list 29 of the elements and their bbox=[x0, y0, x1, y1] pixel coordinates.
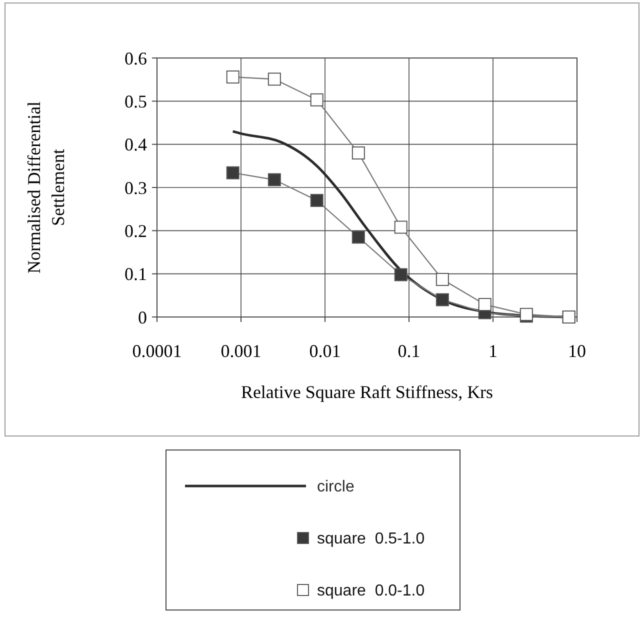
y-tick-label: 0.4 bbox=[124, 134, 147, 155]
point bbox=[268, 173, 281, 186]
legend-label: square 0.5-1.0 bbox=[317, 530, 425, 548]
point bbox=[226, 166, 240, 180]
text: circle bbox=[317, 478, 354, 496]
y-tick-label: 0 bbox=[138, 307, 147, 328]
point bbox=[352, 230, 365, 244]
point bbox=[436, 272, 449, 286]
x-tick-label: 0.001 bbox=[220, 341, 262, 361]
y-axis-title: Normalised Differential Settlement bbox=[24, 101, 68, 274]
y-tick-label: 0.5 bbox=[124, 91, 147, 112]
point bbox=[268, 72, 281, 86]
y-tick-label: 0.1 bbox=[124, 264, 147, 284]
point bbox=[478, 298, 492, 311]
point bbox=[310, 194, 324, 207]
x-tick-label: 1 bbox=[488, 341, 498, 361]
point bbox=[352, 146, 365, 160]
x-axis-title: Relative Square Raft Stiffness, Krs bbox=[240, 382, 494, 402]
point bbox=[394, 268, 408, 282]
x-tick-label: 0.1 bbox=[398, 341, 420, 361]
point bbox=[394, 220, 408, 234]
y-tick-label: 0.6 bbox=[124, 48, 147, 68]
x-tick-label: 0.01 bbox=[309, 341, 341, 361]
y-tick-label: 0.2 bbox=[124, 220, 147, 241]
x-tick-label: 0.0001 bbox=[132, 341, 182, 361]
y-tick-label: 0.3 bbox=[124, 178, 147, 198]
point bbox=[310, 93, 324, 106]
legend-label: square 0.0-1.0 bbox=[317, 582, 425, 600]
x-tick-label: 10 bbox=[568, 341, 586, 361]
